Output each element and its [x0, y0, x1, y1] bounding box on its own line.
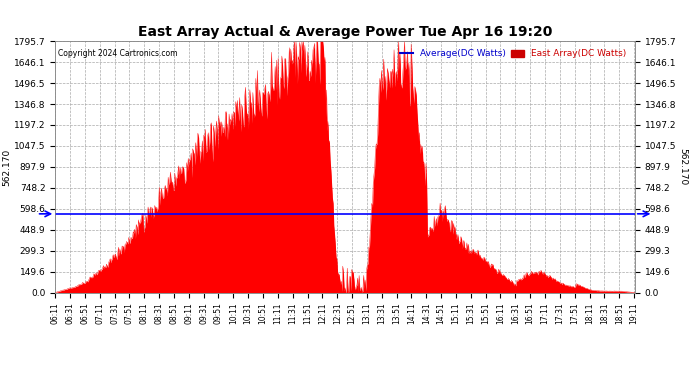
Legend: Average(DC Watts), East Array(DC Watts): Average(DC Watts), East Array(DC Watts) — [396, 46, 630, 62]
Y-axis label: 562.170: 562.170 — [678, 148, 687, 186]
Y-axis label: 562.170: 562.170 — [2, 148, 11, 186]
Title: East Array Actual & Average Power Tue Apr 16 19:20: East Array Actual & Average Power Tue Ap… — [138, 25, 552, 39]
Text: Copyright 2024 Cartronics.com: Copyright 2024 Cartronics.com — [58, 49, 177, 58]
